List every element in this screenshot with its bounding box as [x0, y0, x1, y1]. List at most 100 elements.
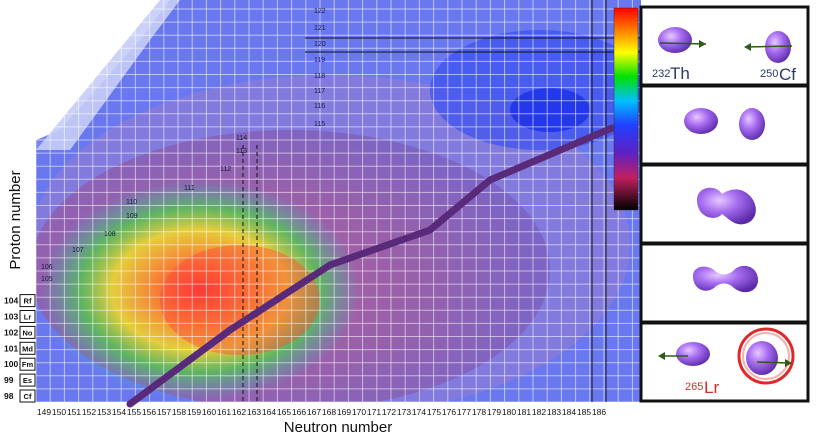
arrow-left [745, 45, 793, 48]
inner-z-label: 109 [126, 213, 138, 220]
product-highlight-circle [737, 327, 795, 385]
x-tick-label: 184 [562, 407, 576, 417]
x-tick-label: 157 [157, 407, 171, 417]
element-symbol: Fm [22, 360, 34, 369]
element-box [19, 294, 36, 308]
element-box [19, 310, 36, 323]
arrow-right-head [699, 40, 706, 48]
inner-z-label: 108 [104, 231, 116, 238]
element-symbol: Cf [24, 392, 32, 401]
x-tick-label: 160 [202, 407, 216, 417]
element-box [19, 389, 36, 403]
x-tick-label: 185 [577, 407, 591, 417]
dinuclear-system [697, 187, 756, 225]
fission-sequence-panels: 232 Th 250 Cf 265 Lr [639, 5, 810, 403]
y-tick-label: 98 [4, 391, 14, 401]
x-tick-label: 181 [517, 407, 531, 417]
fragment-left [684, 108, 718, 134]
x-tick-label: 186 [592, 407, 606, 417]
inner-z-label: 114 [236, 135, 247, 142]
x-tick-label: 162 [232, 407, 246, 417]
element-box [19, 325, 36, 339]
element-box [19, 373, 36, 387]
fragment-arrow-right [756, 361, 789, 364]
x-tick-label: 174 [412, 407, 426, 417]
x-tick-label: 155 [127, 407, 141, 417]
y-tick-label: 101 [4, 343, 18, 353]
y-tick-label: 104 [4, 296, 18, 306]
y-tick-label: 99 [4, 375, 14, 385]
x-tick-label: 166 [292, 407, 306, 417]
x-tick-label: 170 [352, 407, 366, 417]
x-tick-label: 169 [337, 407, 351, 417]
panel-contact [639, 84, 810, 166]
thorium-mass: 232 [652, 68, 670, 80]
colorbar [613, 7, 639, 211]
inner-z-label: 120 [314, 41, 326, 48]
inner-z-label: 110 [126, 199, 137, 206]
product-mass: 265 [685, 381, 703, 393]
map-background [36, 0, 641, 402]
x-tick-label: 153 [97, 407, 111, 417]
element-symbol: Rf [24, 297, 32, 306]
x-tick-label: 149 [37, 407, 51, 417]
inner-z-label: 116 [314, 103, 325, 110]
y-axis-title: Proton number [7, 170, 24, 269]
inner-z-label: 115 [314, 121, 325, 128]
product-highlight-inner [742, 332, 790, 380]
inner-z-label: 119 [314, 57, 325, 64]
x-tick-label: 178 [472, 407, 486, 417]
fragment-right [739, 108, 765, 140]
x-tick-label: 175 [427, 407, 441, 417]
thorium-symbol: Th [670, 64, 690, 83]
inner-z-label: 106 [41, 264, 53, 271]
inner-z-label: 122 [314, 8, 326, 15]
arrow-right [659, 42, 707, 45]
x-tick-label: 164 [262, 407, 276, 417]
x-tick-label: 167 [307, 407, 321, 417]
light-fragment [676, 342, 710, 366]
element-symbol: Es [23, 376, 32, 385]
inner-z-label: 107 [72, 247, 84, 254]
arrow-left-head [744, 43, 751, 51]
x-tick-label: 180 [502, 407, 516, 417]
inner-z-label: 117 [314, 88, 325, 95]
inner-z-label: 105 [41, 276, 53, 283]
element-symbol: Md [22, 344, 33, 353]
x-tick-label: 151 [67, 407, 81, 417]
proton-axis-labels: 98 Cf 99 Es 100 Fm 101 Md 102 No 103 Lr 104 Rf [4, 294, 36, 403]
x-tick-label: 171 [367, 407, 381, 417]
californium-mass: 250 [760, 68, 778, 80]
x-tick-label: 172 [382, 407, 396, 417]
x-tick-label: 159 [187, 407, 201, 417]
reference-lines [242, 0, 641, 402]
x-tick-label: 176 [442, 407, 456, 417]
x-tick-label: 150 [52, 407, 66, 417]
inner-z-label: 121 [314, 25, 326, 32]
x-tick-label: 156 [142, 407, 156, 417]
y-tick-label: 102 [4, 327, 18, 337]
inner-z-label: 112 [220, 166, 231, 173]
y-tick-label: 100 [4, 359, 18, 369]
x-tick-label: 161 [217, 407, 231, 417]
x-tick-label: 165 [277, 407, 291, 417]
californium-symbol: Cf [779, 65, 796, 84]
fragment-arrow-left-head [658, 352, 665, 360]
fission-trajectory [126, 124, 616, 408]
inner-proton-labels: 105 106 107 108 109 110 111 112 113 114 115 116 117 1… [41, 8, 326, 283]
element-symbol: Lr [24, 313, 32, 322]
inner-z-label: 118 [314, 73, 325, 80]
x-tick-label: 163 [247, 407, 261, 417]
inner-z-label: 111 [184, 185, 195, 192]
x-tick-label: 154 [112, 407, 126, 417]
x-tick-label: 173 [397, 407, 411, 417]
x-tick-label: 179 [487, 407, 501, 417]
necking-nucleus [693, 265, 758, 293]
x-tick-label: 168 [322, 407, 336, 417]
inner-z-label: 113 [236, 148, 247, 155]
fragment-arrow-right-head [785, 359, 792, 367]
element-box [19, 357, 36, 371]
neutron-axis-ticks: 149 150 151 152 153 154 155 156 157 158 159 160 161 1… [37, 407, 606, 417]
